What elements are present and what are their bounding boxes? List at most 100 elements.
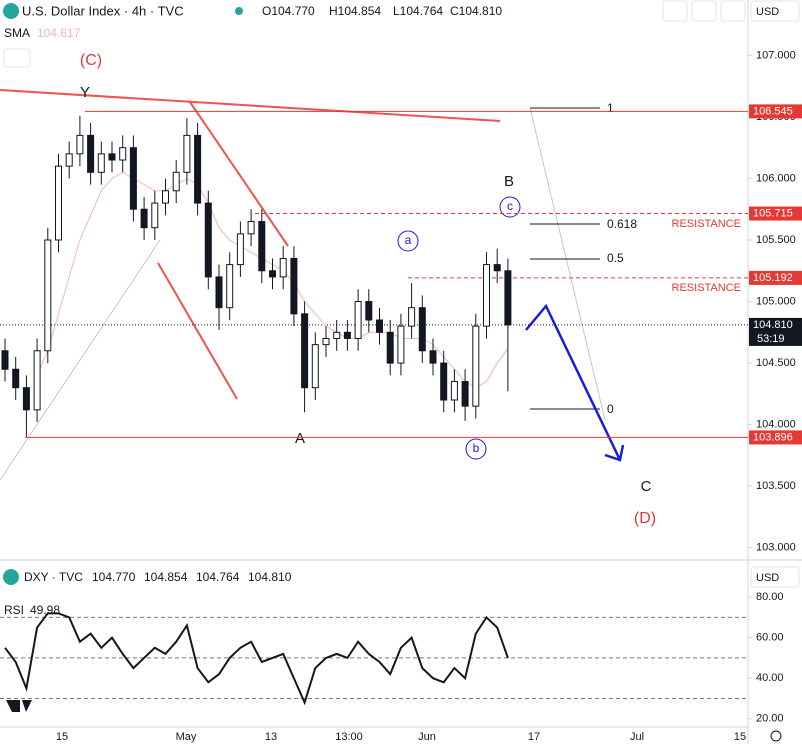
price-label-bg bbox=[749, 317, 802, 346]
candle-body bbox=[322, 337, 330, 346]
x-tick-label: Jul bbox=[630, 731, 644, 743]
indicator-value: 104.617 bbox=[37, 26, 81, 40]
currency-button[interactable] bbox=[750, 566, 800, 588]
arrow-head bbox=[604, 444, 625, 462]
y-tick-label: 104.000 bbox=[756, 419, 796, 431]
y-tick-label: 106.000 bbox=[756, 172, 796, 184]
resistance-label: RESISTANCE bbox=[672, 218, 741, 230]
subwave-circle bbox=[397, 230, 419, 252]
y-tick-label: 20.00 bbox=[756, 713, 784, 725]
candle-body bbox=[44, 239, 52, 352]
x-tick-label: 17 bbox=[528, 731, 540, 743]
sub-symbol: DXY · TVC bbox=[24, 570, 83, 584]
candle-body bbox=[33, 350, 41, 411]
candle-body bbox=[461, 381, 469, 407]
sub-ohlc: 104.810 bbox=[248, 570, 292, 584]
trendline bbox=[189, 101, 289, 247]
sub-ohlc: 104.854 bbox=[144, 570, 188, 584]
price-label-bg bbox=[749, 270, 802, 285]
candle-body bbox=[493, 264, 501, 272]
price-label: 105.715 bbox=[753, 207, 793, 219]
y-tick-label: 80.00 bbox=[756, 591, 784, 603]
button[interactable] bbox=[662, 0, 688, 22]
candle-body bbox=[418, 307, 426, 352]
wave-label: B bbox=[504, 173, 514, 190]
candle-body bbox=[279, 257, 287, 278]
button[interactable] bbox=[720, 0, 746, 22]
ohlc-low: L104.764 bbox=[393, 4, 443, 18]
symbol-title: U.S. Dollar Index · 4h · TVC bbox=[22, 3, 184, 18]
candle-body bbox=[450, 381, 458, 401]
candle-body bbox=[290, 257, 298, 315]
x-tick-label: Jun bbox=[418, 731, 436, 743]
y-tick-label: 105.500 bbox=[756, 234, 796, 246]
rsi-value: 49.98 bbox=[30, 603, 60, 617]
currency: USD bbox=[756, 6, 779, 18]
candle-body bbox=[386, 331, 394, 364]
guide-line bbox=[0, 239, 161, 481]
candle-body bbox=[354, 301, 362, 339]
y-tick-label: 107.000 bbox=[756, 49, 796, 61]
price-label-bg bbox=[749, 206, 802, 221]
wave-label: C bbox=[641, 478, 652, 495]
subwave-label: b bbox=[473, 441, 480, 455]
candle-body bbox=[215, 276, 223, 309]
candle-body bbox=[333, 331, 341, 339]
candle-body bbox=[183, 134, 191, 173]
x-tick-label: 15 bbox=[56, 731, 68, 743]
wave-label: A bbox=[295, 430, 305, 447]
wave-label: (C) bbox=[80, 52, 102, 69]
settings-icon[interactable] bbox=[770, 730, 782, 742]
price-label-bg bbox=[749, 104, 802, 119]
logo bbox=[6, 700, 32, 712]
candle-body bbox=[204, 202, 212, 278]
candle-body bbox=[408, 307, 416, 327]
subwave-label: a bbox=[405, 233, 412, 247]
candle-body bbox=[397, 325, 405, 364]
candle-body bbox=[129, 147, 137, 210]
status-dot bbox=[235, 7, 243, 15]
button[interactable] bbox=[691, 0, 717, 22]
candle-body bbox=[247, 221, 255, 235]
candle-body bbox=[22, 387, 30, 411]
currency: USD bbox=[756, 572, 779, 584]
rsi-name: RSI bbox=[4, 603, 24, 617]
countdown: 53:19 bbox=[757, 333, 785, 345]
candle-body bbox=[301, 313, 309, 389]
ohlc-close: C104.810 bbox=[450, 4, 502, 18]
sub-ohlc: 104.764 bbox=[196, 570, 240, 584]
symbol-icon bbox=[3, 3, 19, 19]
resistance-label: RESISTANCE bbox=[672, 282, 741, 294]
candle-body bbox=[365, 301, 373, 321]
fib-label: 0.5 bbox=[607, 251, 624, 265]
price-label: 106.545 bbox=[753, 105, 793, 117]
x-tick-label: 13 bbox=[265, 731, 277, 743]
candle-body bbox=[440, 362, 448, 401]
candle-body bbox=[151, 202, 159, 229]
currency-button[interactable] bbox=[750, 0, 800, 22]
y-tick-label: 40.00 bbox=[756, 672, 784, 684]
subwave-label: c bbox=[507, 199, 513, 213]
candle-body bbox=[194, 134, 202, 204]
candle-body bbox=[119, 147, 127, 161]
candle-body bbox=[172, 171, 180, 192]
candle-body bbox=[162, 190, 169, 204]
candle-body bbox=[226, 264, 234, 309]
candle-body bbox=[504, 270, 512, 326]
candle-body bbox=[87, 134, 95, 173]
fib-label: 1 bbox=[607, 101, 614, 115]
trendline bbox=[0, 89, 501, 122]
fib-label: 0.618 bbox=[607, 217, 637, 231]
indicator-name: SMA bbox=[4, 26, 30, 40]
candle-body bbox=[376, 319, 383, 333]
guide-line bbox=[529, 107, 606, 421]
candle-body bbox=[65, 153, 73, 167]
candle-body bbox=[1, 350, 9, 370]
candle-body bbox=[108, 153, 116, 161]
wave-label: (D) bbox=[634, 510, 656, 527]
rsi-line bbox=[4, 612, 509, 706]
collapse-button[interactable] bbox=[3, 48, 31, 68]
price-label: 103.896 bbox=[753, 431, 793, 443]
